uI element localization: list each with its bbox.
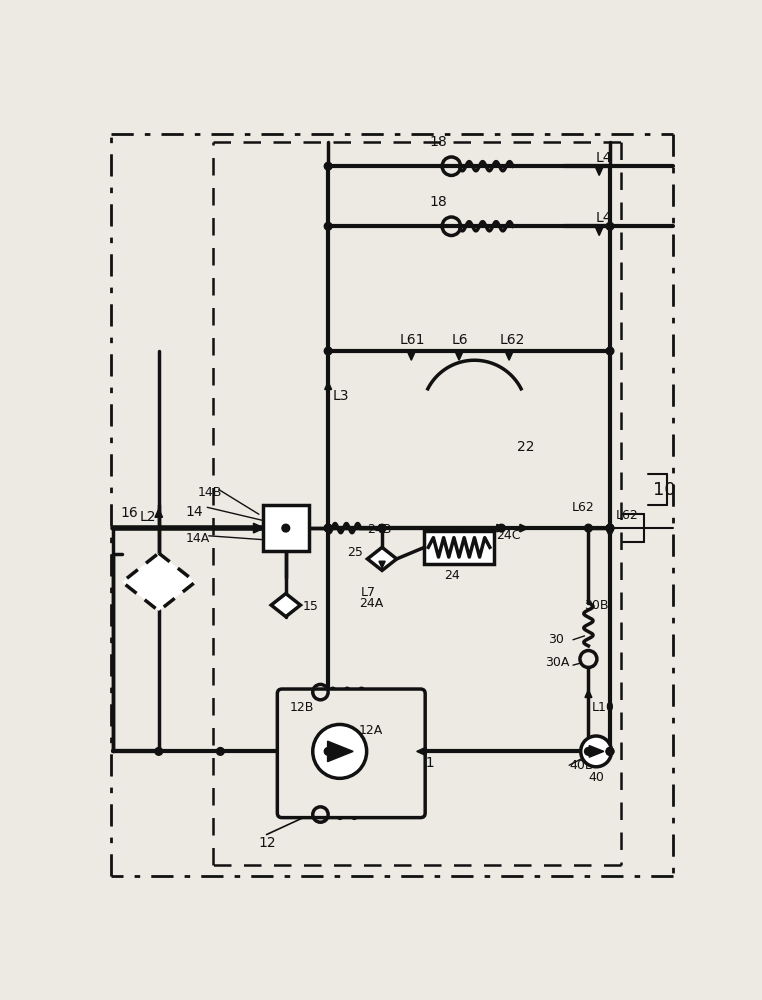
Text: 40B: 40B [569,759,594,772]
Text: L62: L62 [616,509,639,522]
Text: 30A: 30A [546,656,570,669]
Text: L7: L7 [360,586,376,599]
Text: 22: 22 [517,440,534,454]
Text: 10: 10 [653,481,676,499]
Polygon shape [122,553,195,611]
Text: 15: 15 [303,600,319,613]
Text: L1: L1 [419,756,436,770]
Text: 40: 40 [588,771,604,784]
Circle shape [606,222,614,230]
Polygon shape [589,746,604,757]
Text: L4: L4 [596,211,613,225]
Text: 30: 30 [549,633,564,646]
Text: L62: L62 [572,501,594,514]
Circle shape [606,524,614,532]
Text: 12: 12 [259,836,277,850]
Text: L3: L3 [333,389,349,403]
Circle shape [325,524,332,532]
Text: 24C: 24C [496,529,520,542]
Text: L2: L2 [139,510,156,524]
Circle shape [378,524,386,532]
Circle shape [325,162,332,170]
Text: 24: 24 [443,569,459,582]
Text: 12A: 12A [359,724,383,737]
Circle shape [282,524,290,532]
Polygon shape [417,747,426,756]
Bar [263,505,309,551]
Text: L4: L4 [596,151,613,165]
Circle shape [312,724,367,778]
Circle shape [498,524,505,532]
Polygon shape [155,509,162,517]
Text: L10: L10 [591,701,614,714]
Polygon shape [254,523,264,533]
Polygon shape [283,525,290,531]
Circle shape [606,748,614,755]
Text: 24B: 24B [367,523,391,536]
Polygon shape [325,382,331,389]
Polygon shape [595,166,604,175]
Circle shape [584,748,592,755]
Polygon shape [271,594,300,617]
Text: 16: 16 [120,506,138,520]
Polygon shape [328,741,353,762]
Text: 18: 18 [430,135,447,149]
Text: 24A: 24A [359,597,383,610]
Polygon shape [585,690,592,698]
Circle shape [606,748,614,755]
Text: 14: 14 [186,505,203,519]
Circle shape [155,748,162,755]
Text: L61: L61 [400,333,425,347]
Text: L62: L62 [500,333,525,347]
Polygon shape [367,547,397,570]
FancyBboxPatch shape [277,689,425,818]
Text: 14B: 14B [197,486,222,499]
Circle shape [606,524,614,532]
Bar [424,531,494,564]
Polygon shape [520,524,528,532]
Text: L6: L6 [451,333,468,347]
Circle shape [216,748,224,755]
Text: 30B: 30B [584,599,609,612]
Circle shape [606,347,614,355]
Polygon shape [379,561,385,568]
Polygon shape [595,226,604,235]
Text: 25: 25 [347,546,363,559]
Polygon shape [497,524,505,532]
Polygon shape [408,352,415,360]
Circle shape [325,222,332,230]
Circle shape [325,524,332,532]
Circle shape [581,736,612,767]
Text: 14A: 14A [186,532,210,545]
Polygon shape [455,352,463,360]
Circle shape [584,524,592,532]
Text: 12B: 12B [290,701,314,714]
Polygon shape [607,530,613,537]
Text: 18: 18 [430,195,447,209]
Circle shape [325,748,332,755]
Polygon shape [505,352,513,360]
Circle shape [325,347,332,355]
